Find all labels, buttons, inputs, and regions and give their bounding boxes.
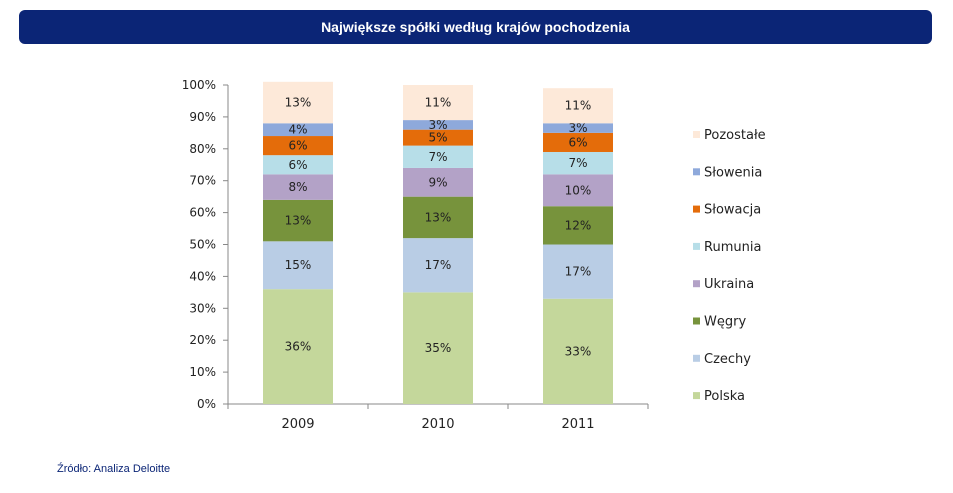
bar-segment [263,136,333,156]
legend-swatch [693,205,700,213]
bar-segment [543,174,613,207]
x-tick-label: 2009 [281,417,314,432]
bar-segment [263,81,333,124]
bar-segment [263,241,333,290]
y-tick-label: 20% [189,333,216,347]
data-label: 9% [428,175,447,189]
y-tick-label: 50% [189,238,216,252]
legend-swatch [693,392,700,400]
chart-title-bar: Największe spółki według krajów pochodze… [19,10,932,44]
bar-segment [403,167,473,197]
legend-swatch [693,168,700,176]
data-label: 8% [288,180,307,194]
data-label: 33% [565,344,592,358]
data-label: 17% [425,258,452,272]
bar-segment [403,145,473,168]
legend-label: Słowacja [704,203,761,218]
bar-segment [403,292,473,404]
x-tick-label: 2011 [561,417,594,432]
bar-segment [543,151,613,175]
bar-segment [263,289,333,404]
x-tick-label: 2010 [421,417,454,432]
bar-segment [403,85,473,121]
legend-label: Polska [704,389,745,404]
chart-title: Największe spółki według krajów pochodze… [321,19,630,35]
data-label: 11% [565,99,592,113]
y-tick-label: 90% [189,110,216,124]
y-tick-label: 80% [189,142,216,156]
legend-swatch [693,131,700,138]
data-label: 13% [425,210,452,224]
bar-segment [543,88,613,124]
bar-segment [543,244,613,299]
data-label: 5% [428,131,447,145]
source-note: Źródło: Analiza Deloitte [57,463,171,475]
bar-segment [543,123,613,133]
legend-label: Pozostałe [704,128,766,143]
legend-label: Węgry [704,315,746,330]
data-label: 13% [285,96,312,110]
bar-segment [543,298,613,404]
bar-segment [263,123,333,137]
bar-segment [403,120,473,130]
legend-label: Słowenia [704,165,762,180]
data-label: 35% [425,341,452,355]
data-label: 3% [568,121,587,135]
data-label: 13% [285,214,312,228]
data-label: 3% [428,118,447,132]
legend-label: Rumunia [704,240,761,255]
legend-swatch [693,354,700,362]
bar-segment [263,174,333,200]
legend-swatch [693,242,700,250]
data-label: 7% [568,156,587,170]
y-tick-label: 0% [197,397,216,411]
data-label: 10% [565,183,592,197]
y-tick-label: 100% [182,78,216,92]
legend-label: Czechy [704,352,751,367]
y-tick-label: 10% [189,365,216,379]
data-label: 6% [288,139,307,153]
data-label: 6% [288,158,307,172]
data-label: 11% [425,96,452,110]
y-tick-label: 70% [189,174,216,188]
bar-segment [543,132,613,152]
data-label: 15% [285,258,312,272]
bar-segment [263,155,333,175]
legend-swatch [693,317,700,325]
bar-segment [403,129,473,146]
y-tick-label: 60% [189,206,216,220]
data-label: 4% [288,123,307,137]
data-label: 12% [565,218,592,232]
y-tick-label: 40% [189,269,216,283]
legend-swatch [693,280,700,288]
legend-label: Ukraina [704,277,754,292]
bar-segment [263,199,333,242]
data-label: 17% [565,265,592,279]
data-label: 36% [285,340,312,354]
bar-segment [403,238,473,293]
data-label: 7% [428,150,447,164]
y-tick-label: 30% [189,301,216,315]
bar-segment [403,196,473,239]
bar-segment [543,206,613,245]
data-label: 6% [568,135,587,149]
